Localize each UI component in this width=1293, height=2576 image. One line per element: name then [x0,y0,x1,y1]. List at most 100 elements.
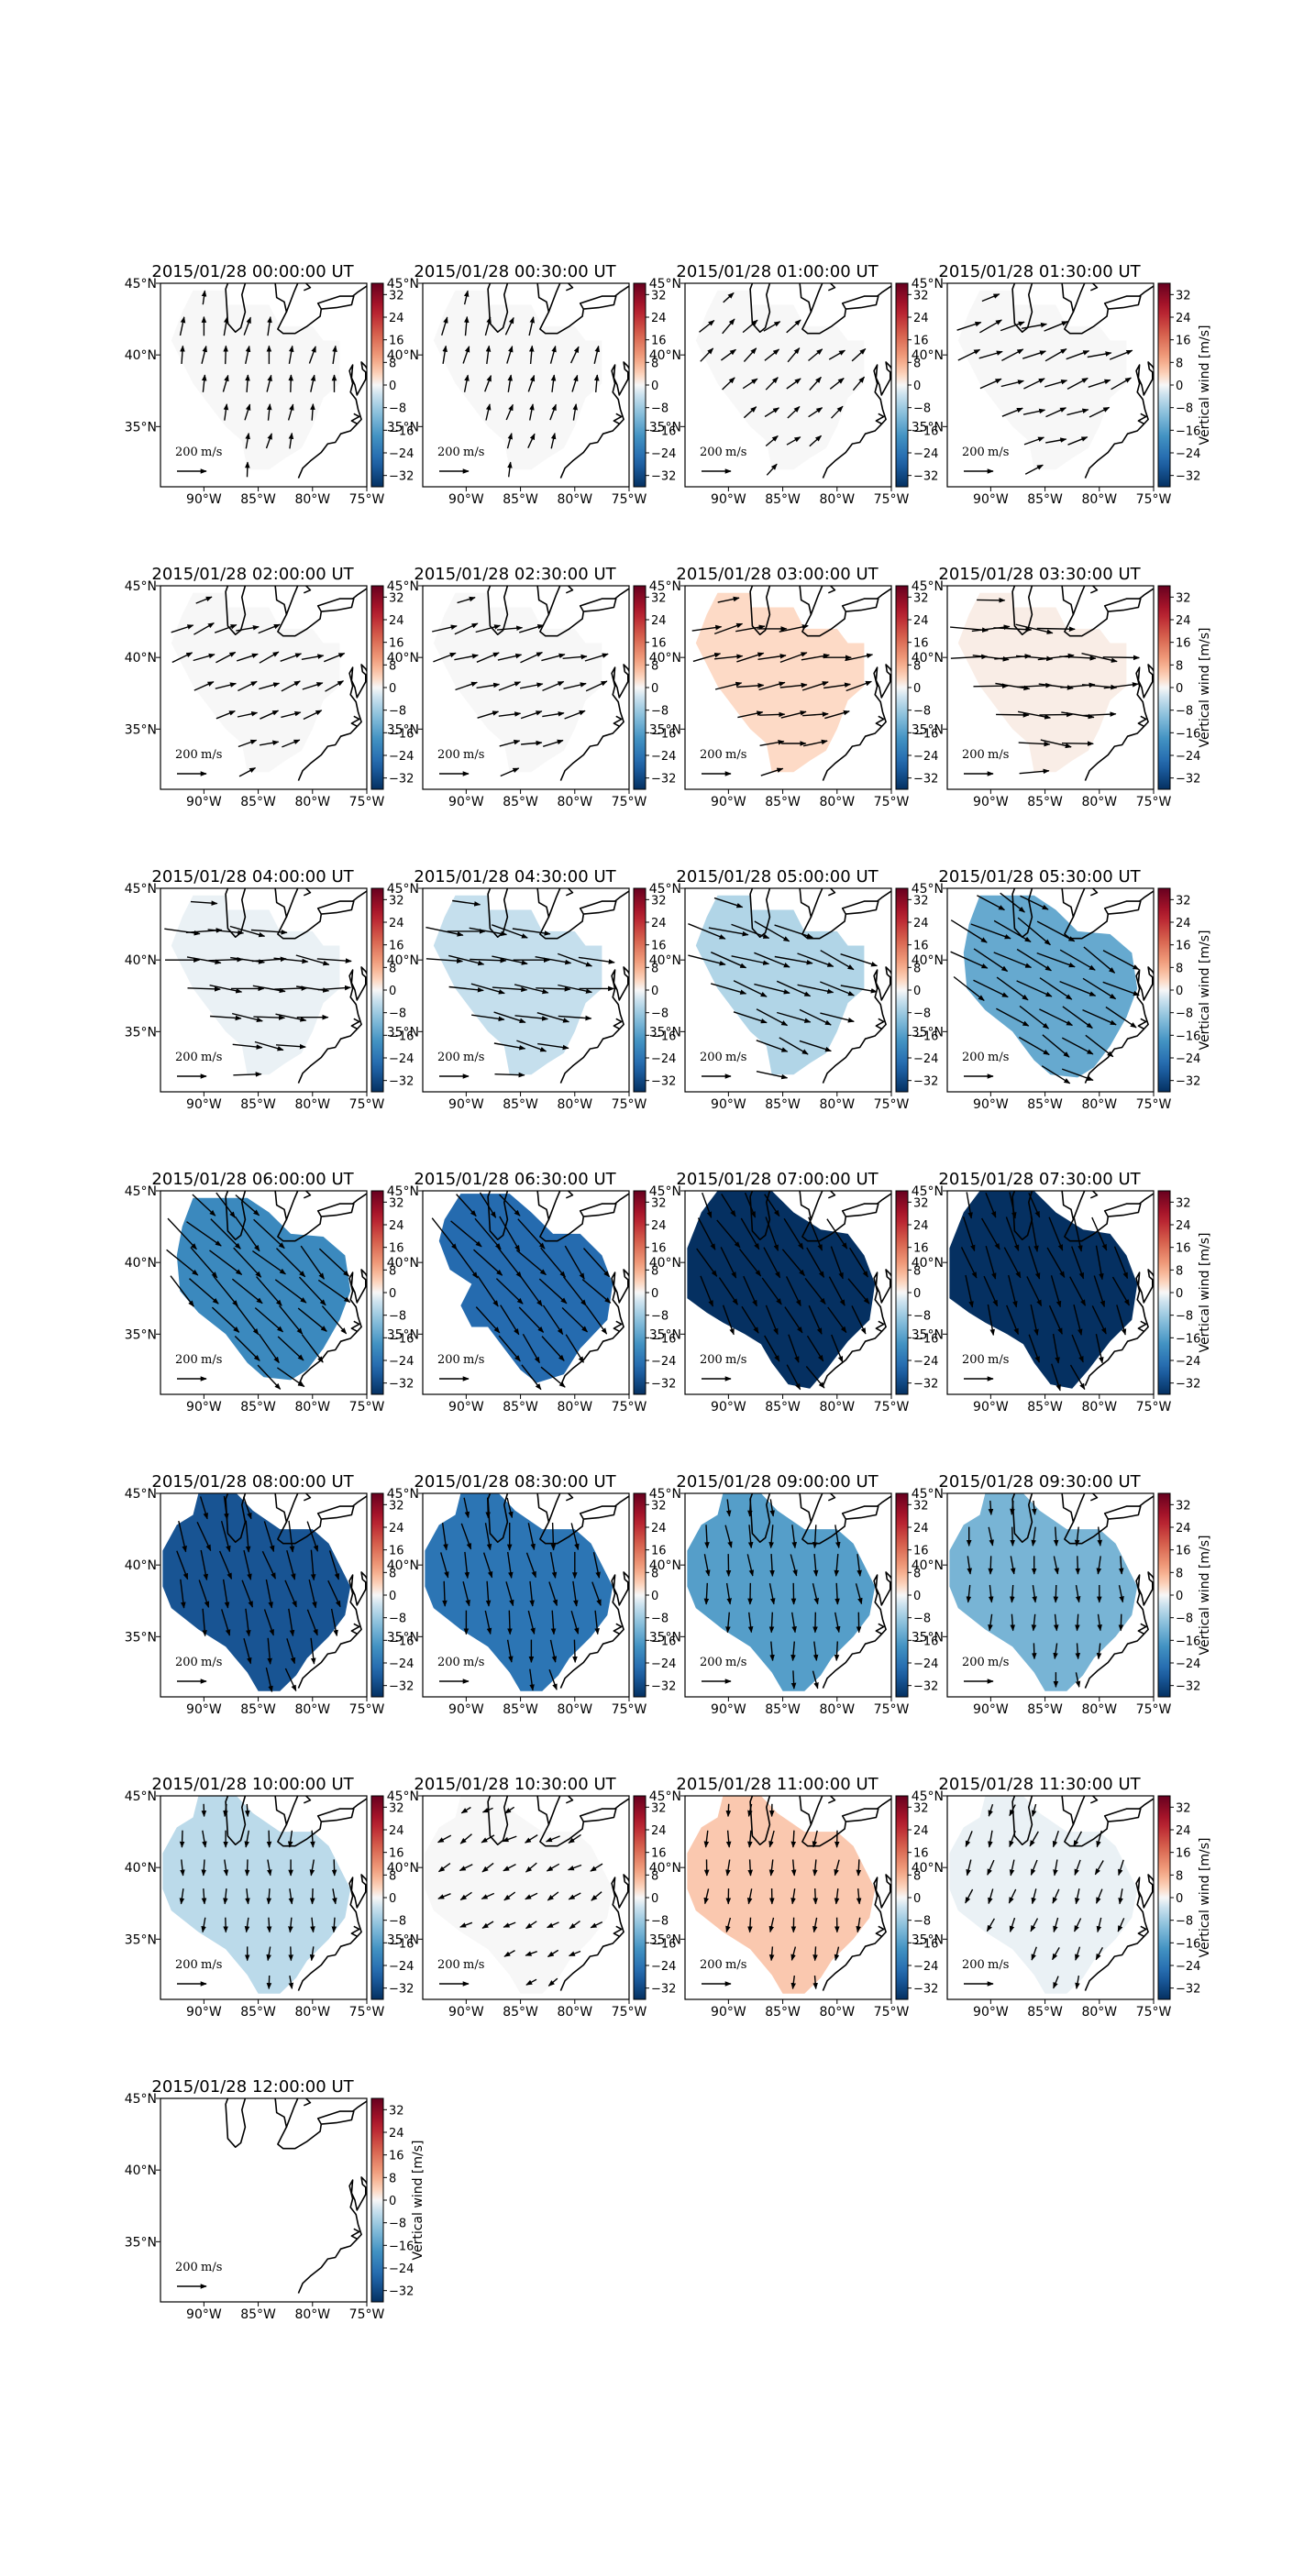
coastline [827,1493,836,1502]
reference-vector-units: m/s [725,1656,746,1669]
wind-vector [500,767,520,777]
wind-vector [809,376,822,391]
wind-vector [993,919,1032,943]
coastline [225,2098,247,2148]
wind-vector [996,1007,1030,1027]
wind-vector [711,983,747,995]
colorbar-tick-label: −32 [913,773,938,787]
wind-vector [527,1523,536,1551]
wind-vector [1073,1918,1082,1932]
wind-vector [481,1807,493,1813]
coastline [810,1493,823,1523]
colorbar-tick-label: 32 [1176,1196,1191,1210]
wind-vector [529,1668,535,1691]
wind-vector [702,1192,713,1218]
colorbar [370,887,384,1093]
wind-vector [567,1864,582,1871]
wind-vector [1046,1247,1066,1279]
reference-vector-units: m/s [725,1051,746,1064]
wind-vector [1031,1613,1037,1632]
coastline [487,1493,509,1543]
wind-vector [550,374,557,392]
wind-vector [735,624,766,633]
reference-vector-label: 200 [700,446,723,459]
wind-vector [460,1806,471,1814]
wind-vector [593,374,600,392]
y-tick-label: 35°N [125,1630,157,1645]
wind-vector [967,1556,972,1575]
coastline [1137,715,1147,727]
y-tick-label: 45°N [649,579,681,594]
reference-vector-units: m/s [725,748,746,762]
wind-vector [431,1217,458,1250]
wind-vector [747,1525,754,1549]
wind-vector [317,1279,351,1304]
x-tick-label: 85°W [240,492,276,507]
wind-vector [505,403,514,421]
colorbar-tick-label: −32 [389,470,414,484]
wind-vector [1102,655,1140,661]
wind-vector [276,1367,305,1388]
wind-vector [442,1580,448,1607]
wind-vector [1042,1034,1070,1058]
reference-vector-units: m/s [463,1353,484,1367]
wind-vector [266,1888,272,1905]
coastline [285,283,299,313]
y-tick-label: 45°N [912,1184,944,1199]
wind-vector [806,1247,825,1279]
x-tick-label: 80°W [557,795,592,809]
wind-vector [236,625,260,632]
wind-vector [983,1275,999,1307]
colorbar-title: Vertical wind [m/s] [1198,1233,1212,1353]
y-tick-label: 35°N [912,1932,944,1947]
colorbar-tick-label: −16 [651,1937,676,1951]
colorbar-tick-label: 8 [1176,1567,1183,1580]
wind-vector [723,292,735,303]
wind-vector [330,1608,338,1637]
x-tick-label: 85°W [1027,1702,1063,1717]
wind-vector [1016,948,1052,972]
wind-vector [1059,655,1097,661]
colorbar-tick-label: −8 [651,1310,669,1324]
wind-vector [754,920,790,942]
wind-vector [525,1834,538,1844]
reference-vector-units: m/s [463,1051,484,1064]
colorbar-tick-label: 0 [651,1287,658,1301]
wind-vector [1061,741,1094,746]
reference-vector-units: m/s [201,446,222,459]
x-tick-label: 80°W [294,492,330,507]
y-tick-label: 35°N [387,420,419,435]
wind-vector [761,1277,782,1305]
colorbar-tick-label: −32 [651,470,676,484]
coastline [1137,413,1147,424]
map-frame [946,887,1155,1093]
colorbar-tick-label: 32 [913,591,929,605]
wind-vector [525,1892,538,1900]
wind-vector [481,1892,495,1900]
wind-vector [331,1859,337,1877]
map-frame [160,1190,368,1395]
coastline [559,1269,629,1386]
wind-vector [216,1192,236,1218]
wind-vector [572,403,578,421]
wind-vector [1118,1888,1123,1905]
wind-vector [1044,380,1068,388]
wind-vector [1109,349,1133,360]
vertical-wind-region [687,1796,876,1994]
coastline [285,1493,299,1523]
x-tick-label: 85°W [240,1097,276,1112]
x-tick-label: 90°W [186,1400,222,1415]
y-tick-label: 45°N [387,579,419,594]
map-content [162,1796,367,1994]
wind-vector [187,986,221,992]
coastline [875,1623,885,1635]
vertical-wind-region [171,290,340,470]
wind-vector [518,1306,545,1333]
wind-vector [232,1043,263,1050]
colorbar-tick-label: 0 [651,380,658,393]
wind-vector [1048,1216,1064,1251]
x-tick-label: 75°W [1136,795,1172,809]
wind-vector [1071,1334,1084,1363]
wind-vector [276,1248,306,1278]
